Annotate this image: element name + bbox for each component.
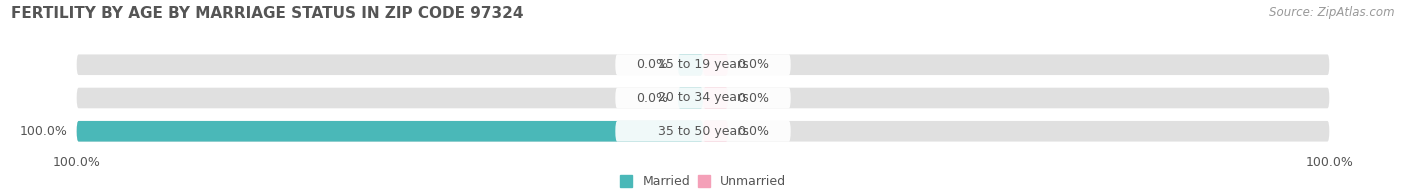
Text: 35 to 50 years: 35 to 50 years (658, 125, 748, 138)
FancyBboxPatch shape (77, 121, 1329, 142)
FancyBboxPatch shape (703, 54, 728, 75)
Text: FERTILITY BY AGE BY MARRIAGE STATUS IN ZIP CODE 97324: FERTILITY BY AGE BY MARRIAGE STATUS IN Z… (11, 6, 524, 21)
Text: 0.0%: 0.0% (738, 58, 769, 71)
FancyBboxPatch shape (678, 54, 703, 75)
FancyBboxPatch shape (703, 88, 728, 108)
Text: 15 to 19 years: 15 to 19 years (658, 58, 748, 71)
FancyBboxPatch shape (678, 88, 703, 108)
Text: 20 to 34 years: 20 to 34 years (658, 92, 748, 104)
FancyBboxPatch shape (616, 121, 790, 142)
FancyBboxPatch shape (703, 121, 728, 142)
Text: 0.0%: 0.0% (637, 92, 669, 104)
FancyBboxPatch shape (77, 121, 703, 142)
Text: 0.0%: 0.0% (738, 92, 769, 104)
FancyBboxPatch shape (77, 88, 1329, 108)
Text: 0.0%: 0.0% (637, 58, 669, 71)
FancyBboxPatch shape (616, 88, 790, 108)
Legend: Married, Unmarried: Married, Unmarried (620, 175, 786, 188)
Text: 100.0%: 100.0% (20, 125, 67, 138)
Text: 0.0%: 0.0% (738, 125, 769, 138)
FancyBboxPatch shape (616, 54, 790, 75)
FancyBboxPatch shape (77, 54, 1329, 75)
Text: Source: ZipAtlas.com: Source: ZipAtlas.com (1270, 6, 1395, 19)
